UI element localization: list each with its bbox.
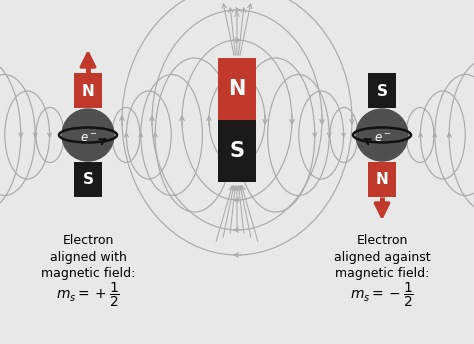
Text: magnetic field:: magnetic field: [41, 268, 135, 280]
Text: $m_s = +\dfrac{1}{2}$: $m_s = +\dfrac{1}{2}$ [56, 281, 120, 309]
Text: N: N [228, 79, 246, 99]
Text: S: S [229, 141, 245, 161]
Circle shape [62, 109, 114, 161]
Bar [74, 162, 102, 197]
Bar [218, 58, 256, 120]
Bar [218, 120, 256, 182]
Text: N: N [375, 172, 388, 186]
Bar [368, 162, 396, 197]
Bar [368, 73, 396, 108]
Text: aligned with: aligned with [50, 250, 127, 264]
Text: S: S [82, 172, 93, 186]
Text: S: S [376, 84, 388, 98]
Text: $e^-$: $e^-$ [374, 131, 392, 144]
Circle shape [356, 109, 408, 161]
Text: $e^-$: $e^-$ [80, 131, 98, 144]
Text: magnetic field:: magnetic field: [335, 268, 429, 280]
Text: aligned against: aligned against [334, 250, 430, 264]
Text: N: N [82, 84, 94, 98]
Text: $m_s = -\dfrac{1}{2}$: $m_s = -\dfrac{1}{2}$ [350, 281, 414, 309]
Text: Electron: Electron [62, 234, 114, 247]
Text: Electron: Electron [356, 234, 408, 247]
Bar [74, 73, 102, 108]
